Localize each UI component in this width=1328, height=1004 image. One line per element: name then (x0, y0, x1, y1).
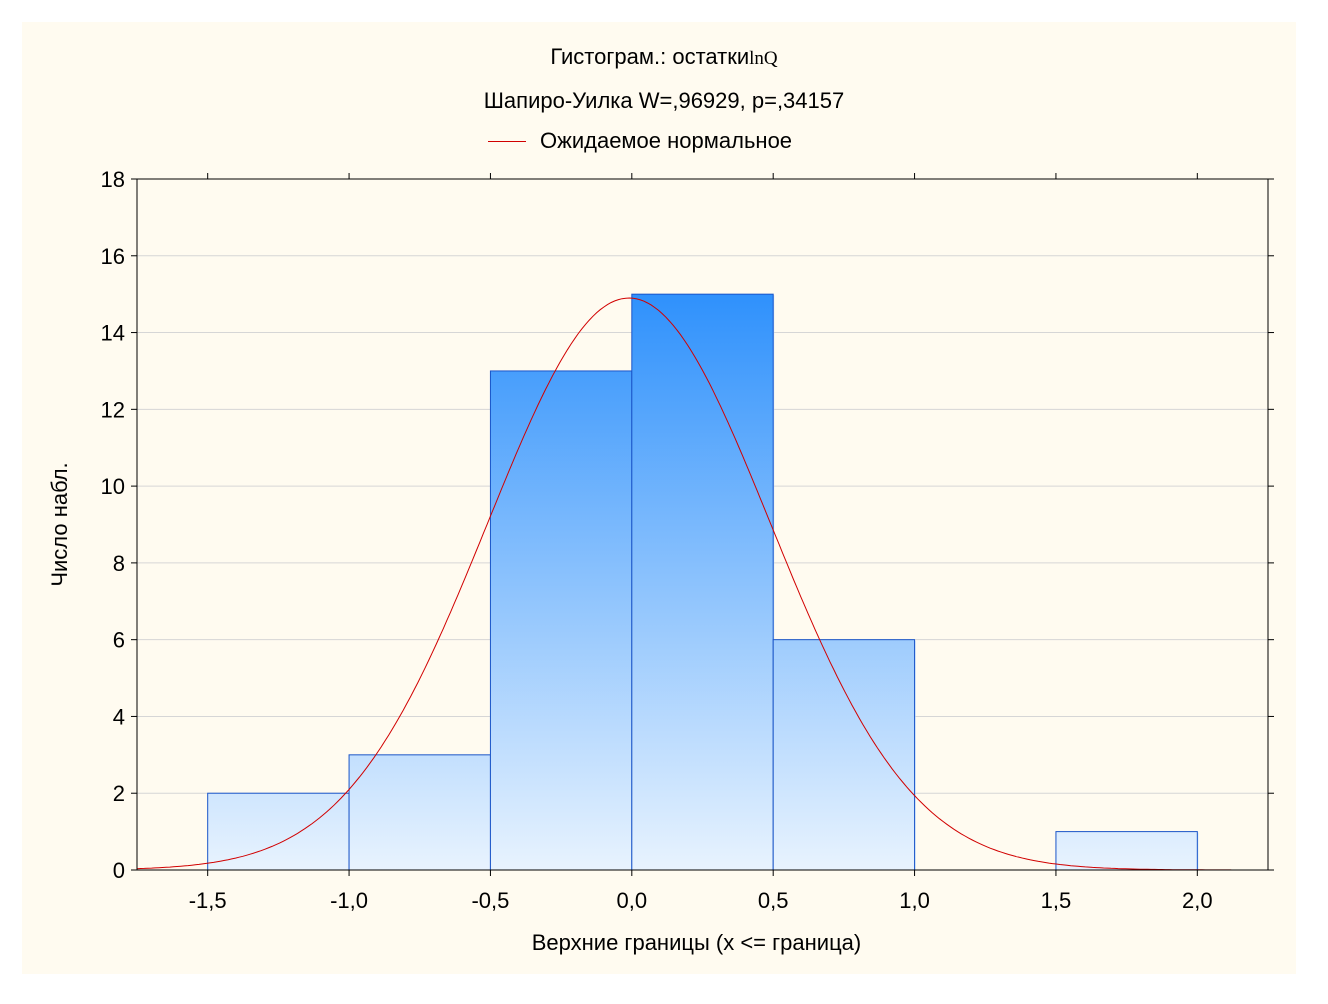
x-tick-label: 2,0 (1182, 888, 1213, 913)
x-axis-label: Верхние границы (x <= граница) (532, 930, 861, 955)
chart-title-text: Гистограм.: остатки (550, 44, 750, 69)
histogram-bar (631, 293, 774, 871)
legend-label-normal: Ожидаемое нормальное (540, 128, 793, 153)
histogram-bar (348, 754, 491, 871)
chart-title: Гистограм.: остаткиlnQ (0, 44, 1328, 70)
tick-layer: 0 2 4 6 8 10 12 14 16 18 -1,5 -1,0 -0,5 0,0 0,5 1,0 1,5 2… (101, 167, 1274, 913)
x-tick-label: 1,0 (899, 888, 930, 913)
x-tick-label: -1,5 (189, 888, 227, 913)
bar-layer (207, 293, 1199, 871)
histogram-bar (489, 370, 633, 871)
y-tick-label: 6 (113, 628, 125, 653)
histogram-bar (207, 792, 350, 871)
y-tick-label: 0 (113, 858, 125, 883)
histogram-bar (772, 639, 916, 871)
y-tick-label: 14 (101, 321, 125, 346)
y-axis-label: Число набл. (47, 462, 72, 586)
y-tick-label: 10 (101, 474, 125, 499)
x-tick-label: 1,5 (1041, 888, 1072, 913)
chart-subtitle: Шапиро-Уилка W=,96929, p=,34157 (483, 88, 845, 113)
y-tick-label: 8 (113, 551, 125, 576)
x-tick-label: -1,0 (330, 888, 368, 913)
legend: Ожидаемое нормальное (488, 128, 792, 154)
legend-swatch-normal (488, 140, 526, 142)
y-tick-label: 2 (113, 781, 125, 806)
histogram-bar (1055, 831, 1198, 871)
x-tick-label: 0,0 (617, 888, 648, 913)
expected-normal-curve (136, 297, 1232, 871)
x-tick-label: 0,5 (758, 888, 789, 913)
y-tick-label: 12 (101, 397, 125, 422)
y-tick-label: 16 (101, 244, 125, 269)
y-tick-label: 18 (101, 167, 125, 192)
curve-layer (136, 297, 1232, 871)
chart-title-suffix: lnQ (749, 48, 778, 69)
x-tick-label: -0,5 (471, 888, 509, 913)
plot-border (136, 178, 1269, 871)
y-tick-label: 4 (113, 704, 125, 729)
